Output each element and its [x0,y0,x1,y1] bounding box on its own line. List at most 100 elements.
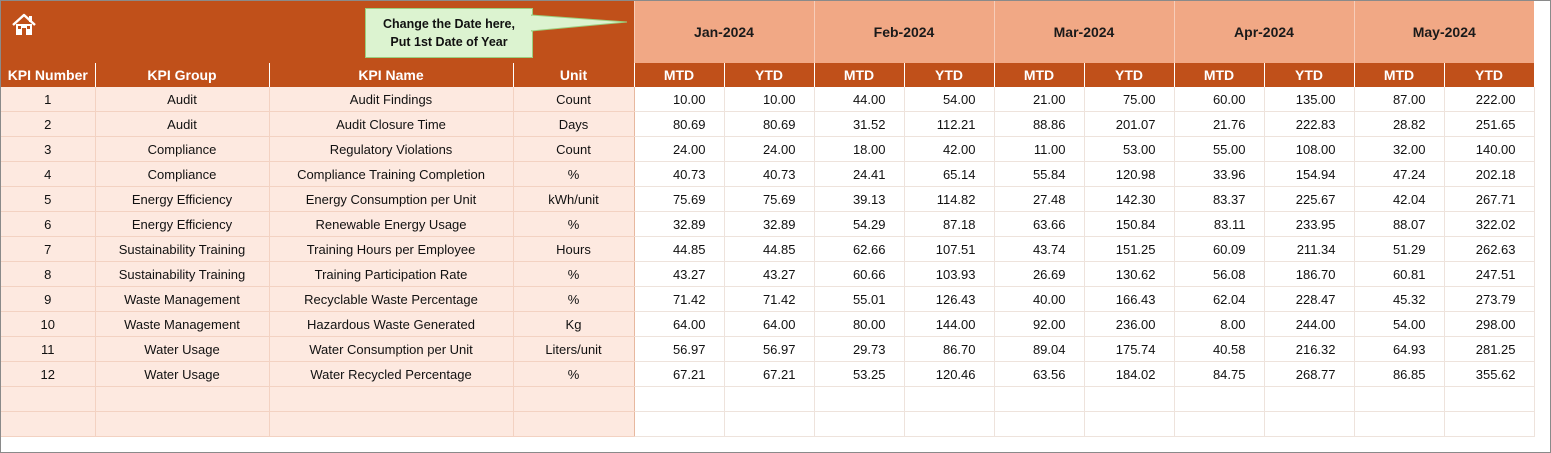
cell-ytd-value[interactable]: 126.43 [904,286,995,312]
cell-ytd-value[interactable]: 75.00 [1084,87,1175,112]
cell-ytd-value[interactable]: 87.18 [904,211,995,237]
col-header-mtd[interactable]: MTD [814,63,905,87]
cell-ytd-value[interactable]: 67.21 [724,361,815,387]
cell-mtd-value[interactable] [814,386,905,412]
cell-ytd-value[interactable] [1084,386,1175,412]
cell-ytd-value[interactable]: 71.42 [724,286,815,312]
cell-ytd-value[interactable]: 233.95 [1264,211,1355,237]
cell-ytd-value[interactable]: 273.79 [1444,286,1535,312]
cell-ytd-value[interactable]: 298.00 [1444,311,1535,337]
cell-ytd-value[interactable] [1264,411,1355,437]
cell-unit[interactable]: % [513,361,635,387]
cell-mtd-value[interactable]: 88.86 [994,111,1085,137]
cell-ytd-value[interactable]: 154.94 [1264,161,1355,187]
cell-kpi-number[interactable]: 7 [1,236,96,262]
cell-kpi-name[interactable]: Training Participation Rate [269,261,514,287]
cell-ytd-value[interactable]: 184.02 [1084,361,1175,387]
cell-mtd-value[interactable]: 84.75 [1174,361,1265,387]
cell-ytd-value[interactable]: 216.32 [1264,336,1355,362]
cell-kpi-number[interactable]: 2 [1,111,96,137]
cell-mtd-value[interactable]: 44.85 [634,236,725,262]
cell-unit[interactable]: Count [513,136,635,162]
col-header-mtd[interactable]: MTD [1354,63,1445,87]
cell-kpi-number[interactable] [1,386,96,412]
cell-mtd-value[interactable] [634,411,725,437]
month-header-jan[interactable]: Jan-2024 [633,1,814,63]
cell-kpi-name[interactable] [269,411,514,437]
cell-ytd-value[interactable]: 56.97 [724,336,815,362]
cell-unit[interactable]: kWh/unit [513,186,635,212]
cell-kpi-group[interactable]: Compliance [95,161,270,187]
cell-mtd-value[interactable]: 43.27 [634,261,725,287]
cell-mtd-value[interactable] [634,386,725,412]
cell-ytd-value[interactable]: 355.62 [1444,361,1535,387]
cell-ytd-value[interactable]: 142.30 [1084,186,1175,212]
cell-kpi-group[interactable]: Sustainability Training [95,236,270,262]
cell-ytd-value[interactable]: 65.14 [904,161,995,187]
col-header-ytd[interactable]: YTD [724,63,815,87]
cell-kpi-name[interactable]: Regulatory Violations [269,136,514,162]
cell-ytd-value[interactable]: 103.93 [904,261,995,287]
cell-mtd-value[interactable]: 67.21 [634,361,725,387]
cell-ytd-value[interactable]: 150.84 [1084,211,1175,237]
cell-mtd-value[interactable]: 92.00 [994,311,1085,337]
cell-ytd-value[interactable]: 130.62 [1084,261,1175,287]
cell-mtd-value[interactable]: 63.56 [994,361,1085,387]
cell-mtd-value[interactable]: 80.69 [634,111,725,137]
cell-mtd-value[interactable]: 43.74 [994,236,1085,262]
cell-mtd-value[interactable]: 53.25 [814,361,905,387]
month-header-may[interactable]: May-2024 [1353,1,1534,63]
cell-kpi-group[interactable]: Waste Management [95,286,270,312]
col-header-mtd[interactable]: MTD [1174,63,1265,87]
col-header-kpi-name[interactable]: KPI Name [269,63,514,87]
cell-ytd-value[interactable]: 262.63 [1444,236,1535,262]
col-header-kpi-group[interactable]: KPI Group [95,63,270,87]
col-header-kpi-number[interactable]: KPI Number [1,63,96,87]
cell-mtd-value[interactable]: 60.00 [1174,87,1265,112]
cell-kpi-name[interactable]: Energy Consumption per Unit [269,186,514,212]
cell-ytd-value[interactable] [904,386,995,412]
cell-ytd-value[interactable]: 140.00 [1444,136,1535,162]
cell-ytd-value[interactable]: 80.69 [724,111,815,137]
cell-mtd-value[interactable]: 88.07 [1354,211,1445,237]
cell-mtd-value[interactable]: 32.89 [634,211,725,237]
cell-mtd-value[interactable]: 24.41 [814,161,905,187]
cell-ytd-value[interactable]: 86.70 [904,336,995,362]
cell-mtd-value[interactable]: 42.04 [1354,186,1445,212]
cell-kpi-number[interactable]: 6 [1,211,96,237]
cell-kpi-number[interactable]: 4 [1,161,96,187]
cell-ytd-value[interactable] [1264,386,1355,412]
cell-mtd-value[interactable] [994,411,1085,437]
cell-ytd-value[interactable]: 43.27 [724,261,815,287]
cell-kpi-number[interactable]: 1 [1,87,96,112]
col-header-mtd[interactable]: MTD [634,63,725,87]
cell-mtd-value[interactable]: 32.00 [1354,136,1445,162]
cell-mtd-value[interactable]: 60.66 [814,261,905,287]
cell-mtd-value[interactable]: 18.00 [814,136,905,162]
cell-kpi-group[interactable]: Waste Management [95,311,270,337]
cell-kpi-group[interactable]: Water Usage [95,361,270,387]
cell-unit[interactable]: Liters/unit [513,336,635,362]
cell-ytd-value[interactable]: 54.00 [904,87,995,112]
cell-ytd-value[interactable]: 322.02 [1444,211,1535,237]
cell-unit[interactable]: Days [513,111,635,137]
cell-ytd-value[interactable]: 151.25 [1084,236,1175,262]
cell-mtd-value[interactable]: 24.00 [634,136,725,162]
cell-mtd-value[interactable]: 86.85 [1354,361,1445,387]
cell-ytd-value[interactable]: 53.00 [1084,136,1175,162]
cell-mtd-value[interactable]: 28.82 [1354,111,1445,137]
cell-mtd-value[interactable]: 89.04 [994,336,1085,362]
cell-mtd-value[interactable]: 40.58 [1174,336,1265,362]
cell-ytd-value[interactable] [1444,411,1535,437]
cell-kpi-name[interactable]: Audit Findings [269,87,514,112]
cell-ytd-value[interactable]: 10.00 [724,87,815,112]
cell-mtd-value[interactable]: 62.66 [814,236,905,262]
cell-ytd-value[interactable]: 120.98 [1084,161,1175,187]
cell-kpi-name[interactable]: Water Consumption per Unit [269,336,514,362]
cell-mtd-value[interactable] [1174,411,1265,437]
cell-mtd-value[interactable]: 47.24 [1354,161,1445,187]
cell-ytd-value[interactable]: 24.00 [724,136,815,162]
cell-kpi-group[interactable]: Sustainability Training [95,261,270,287]
cell-mtd-value[interactable]: 11.00 [994,136,1085,162]
cell-kpi-number[interactable] [1,411,96,437]
